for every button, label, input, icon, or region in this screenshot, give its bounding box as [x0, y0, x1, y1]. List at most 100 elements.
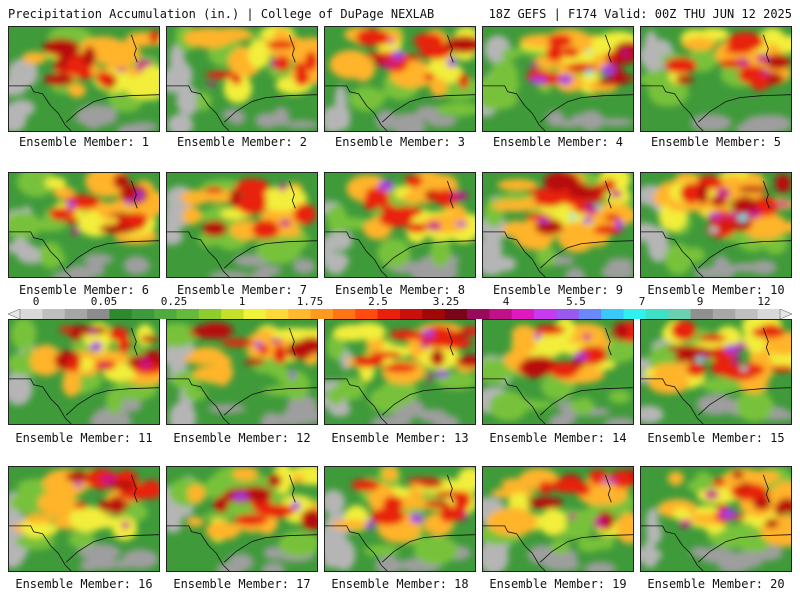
state-boundary-lines [641, 327, 791, 424]
colorbar-swatch [332, 309, 356, 319]
ensemble-map-panel [640, 172, 792, 278]
state-boundary-lines [483, 327, 633, 424]
colorbar-swatch [601, 309, 625, 319]
ensemble-map-panel [8, 26, 160, 132]
state-boundary-lines [325, 327, 475, 424]
ensemble-member-label: Ensemble Member: 6 [18, 283, 150, 297]
precip-field [641, 27, 791, 131]
precip-blobs [167, 27, 317, 131]
colorbar-tick-label: 2.5 [368, 295, 388, 308]
state-boundary-lines [9, 474, 159, 571]
precip-blobs [483, 320, 633, 424]
ensemble-map-panel [166, 26, 318, 132]
ensemble-map-panel [482, 172, 634, 278]
precip-blobs [641, 173, 791, 277]
ensemble-member-label: Ensemble Member: 14 [489, 431, 627, 445]
precip-field [641, 173, 791, 277]
state-boundary-lines [167, 180, 317, 277]
colorbar-swatch [757, 309, 781, 319]
precip-field [325, 467, 475, 571]
ensemble-map-panel [482, 26, 634, 132]
colorbar-max-arrow [779, 309, 792, 319]
ensemble-member-label: Ensemble Member: 10 [647, 283, 785, 297]
precip-field [167, 173, 317, 277]
ensemble-member-label: Ensemble Member: 17 [173, 577, 311, 591]
colorbar-swatch [712, 309, 736, 319]
ensemble-member-label: Ensemble Member: 7 [176, 283, 308, 297]
precip-blobs [9, 468, 159, 571]
precip-field [641, 320, 791, 424]
colorbar-swatch [42, 309, 66, 319]
precip-field [9, 27, 159, 131]
colorbar-tick-label: 4 [502, 295, 510, 308]
colorbar-swatch [355, 309, 379, 319]
ensemble-member-label: Ensemble Member: 8 [334, 283, 466, 297]
ensemble-map-panel [640, 26, 792, 132]
ensemble-member-label: Ensemble Member: 9 [492, 283, 624, 297]
precip-field [167, 320, 317, 424]
state-boundary-lines [483, 474, 633, 571]
colorbar-swatch [131, 309, 155, 319]
colorbar-tick-label: 3.25 [432, 295, 460, 308]
precip-field [325, 173, 475, 277]
precip-field [9, 467, 159, 571]
precip-field [325, 27, 475, 131]
ensemble-member-label: Ensemble Member: 12 [173, 431, 311, 445]
colorbar-swatch [377, 309, 401, 319]
precip-field [167, 467, 317, 571]
colorbar-swatch [511, 309, 535, 319]
colorbar-swatch [176, 309, 200, 319]
colorbar-swatch [64, 309, 88, 319]
ensemble-map-panel [640, 319, 792, 425]
ensemble-map-panel [166, 319, 318, 425]
precip-blobs [641, 320, 791, 424]
precip-field [641, 467, 791, 571]
state-boundary-lines [167, 474, 317, 571]
colorbar-swatch [668, 309, 692, 319]
colorbar-swatch [690, 309, 714, 319]
ensemble-member-label: Ensemble Member: 11 [15, 431, 153, 445]
ensemble-map-panel [166, 172, 318, 278]
ensemble-member-label: Ensemble Member: 19 [489, 577, 627, 591]
colorbar-swatch [265, 309, 289, 319]
colorbar-swatch [735, 309, 759, 319]
ensemble-map-panel [324, 26, 476, 132]
state-boundary-lines [483, 34, 633, 131]
colorbar-tick-label: 9 [696, 295, 704, 308]
state-boundary-lines [9, 327, 159, 424]
colorbar-swatch [221, 309, 245, 319]
colorbar-tick-label: 5.5 [566, 295, 586, 308]
ensemble-map-panel [324, 172, 476, 278]
colorbar-swatch [400, 309, 423, 319]
colorbar-min-arrow [8, 309, 21, 319]
colorbar-swatch [288, 309, 312, 319]
precip-blobs [325, 322, 475, 424]
state-boundary-lines [483, 180, 633, 277]
ensemble-map-panel [324, 466, 476, 572]
ensemble-map-panel [482, 466, 634, 572]
ensemble-member-label: Ensemble Member: 3 [334, 135, 466, 149]
ensemble-member-label: Ensemble Member: 16 [15, 577, 153, 591]
precip-blobs [325, 173, 475, 277]
colorbar-swatch [444, 309, 468, 319]
ensemble-map-panel [8, 172, 160, 278]
colorbar-swatch [645, 309, 669, 319]
colorbar-swatch [623, 309, 647, 319]
ensemble-member-label: Ensemble Member: 5 [650, 135, 782, 149]
colorbar-tick-label: 12 [757, 295, 771, 308]
ensemble-map-panel [482, 319, 634, 425]
precip-blobs [167, 322, 317, 424]
ensemble-map-panel [640, 466, 792, 572]
state-boundary-lines [641, 180, 791, 277]
precip-blobs [9, 27, 159, 131]
precip-blobs [9, 173, 159, 277]
colorbar-swatch [422, 309, 446, 319]
precip-blobs [325, 27, 475, 131]
ensemble-map-panel [8, 319, 160, 425]
precip-blobs [641, 467, 791, 571]
precip-blobs [641, 27, 791, 131]
precip-blobs [9, 320, 159, 424]
colorbar-tick-label: 0.25 [160, 295, 188, 308]
precip-field [483, 173, 633, 277]
colorbar-tick-label: 1.75 [296, 295, 324, 308]
